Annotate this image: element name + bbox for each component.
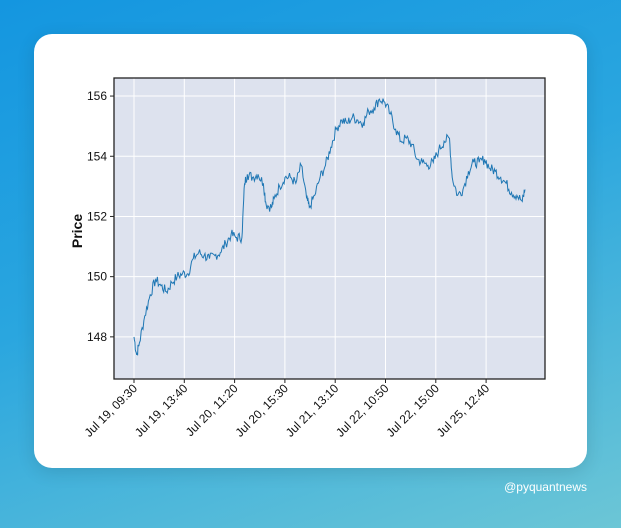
y-axis: 148 150 152 154 156 — [87, 89, 114, 344]
plot-background — [114, 78, 545, 379]
x-tick-label: Jul 22, 15:00 — [383, 381, 442, 440]
x-tick-label: Jul 19, 13:40 — [132, 381, 191, 440]
y-tick-label: 156 — [87, 89, 107, 103]
y-tick-label: 148 — [87, 330, 107, 344]
x-tick-label: Jul 19, 09:30 — [82, 381, 141, 440]
plot-frame — [113, 77, 546, 380]
price-line — [133, 98, 526, 356]
y-tick-label: 150 — [87, 270, 107, 284]
x-tick-label: Jul 22, 10:50 — [333, 381, 392, 440]
x-tick-label: Jul 25, 12:40 — [434, 381, 493, 440]
x-tick-label: Jul 21, 13:10 — [283, 381, 342, 440]
chart-card: 148 150 152 154 156 Jul 19, 09:30 Jul 19, 13:… — [34, 34, 587, 468]
y-tick-label: 152 — [87, 209, 107, 223]
y-axis-label: Price — [69, 214, 85, 248]
x-tick-label: Jul 20, 15:30 — [233, 381, 292, 440]
watermark: @pyquantnews — [504, 480, 587, 494]
y-tick-label: 154 — [87, 149, 107, 163]
